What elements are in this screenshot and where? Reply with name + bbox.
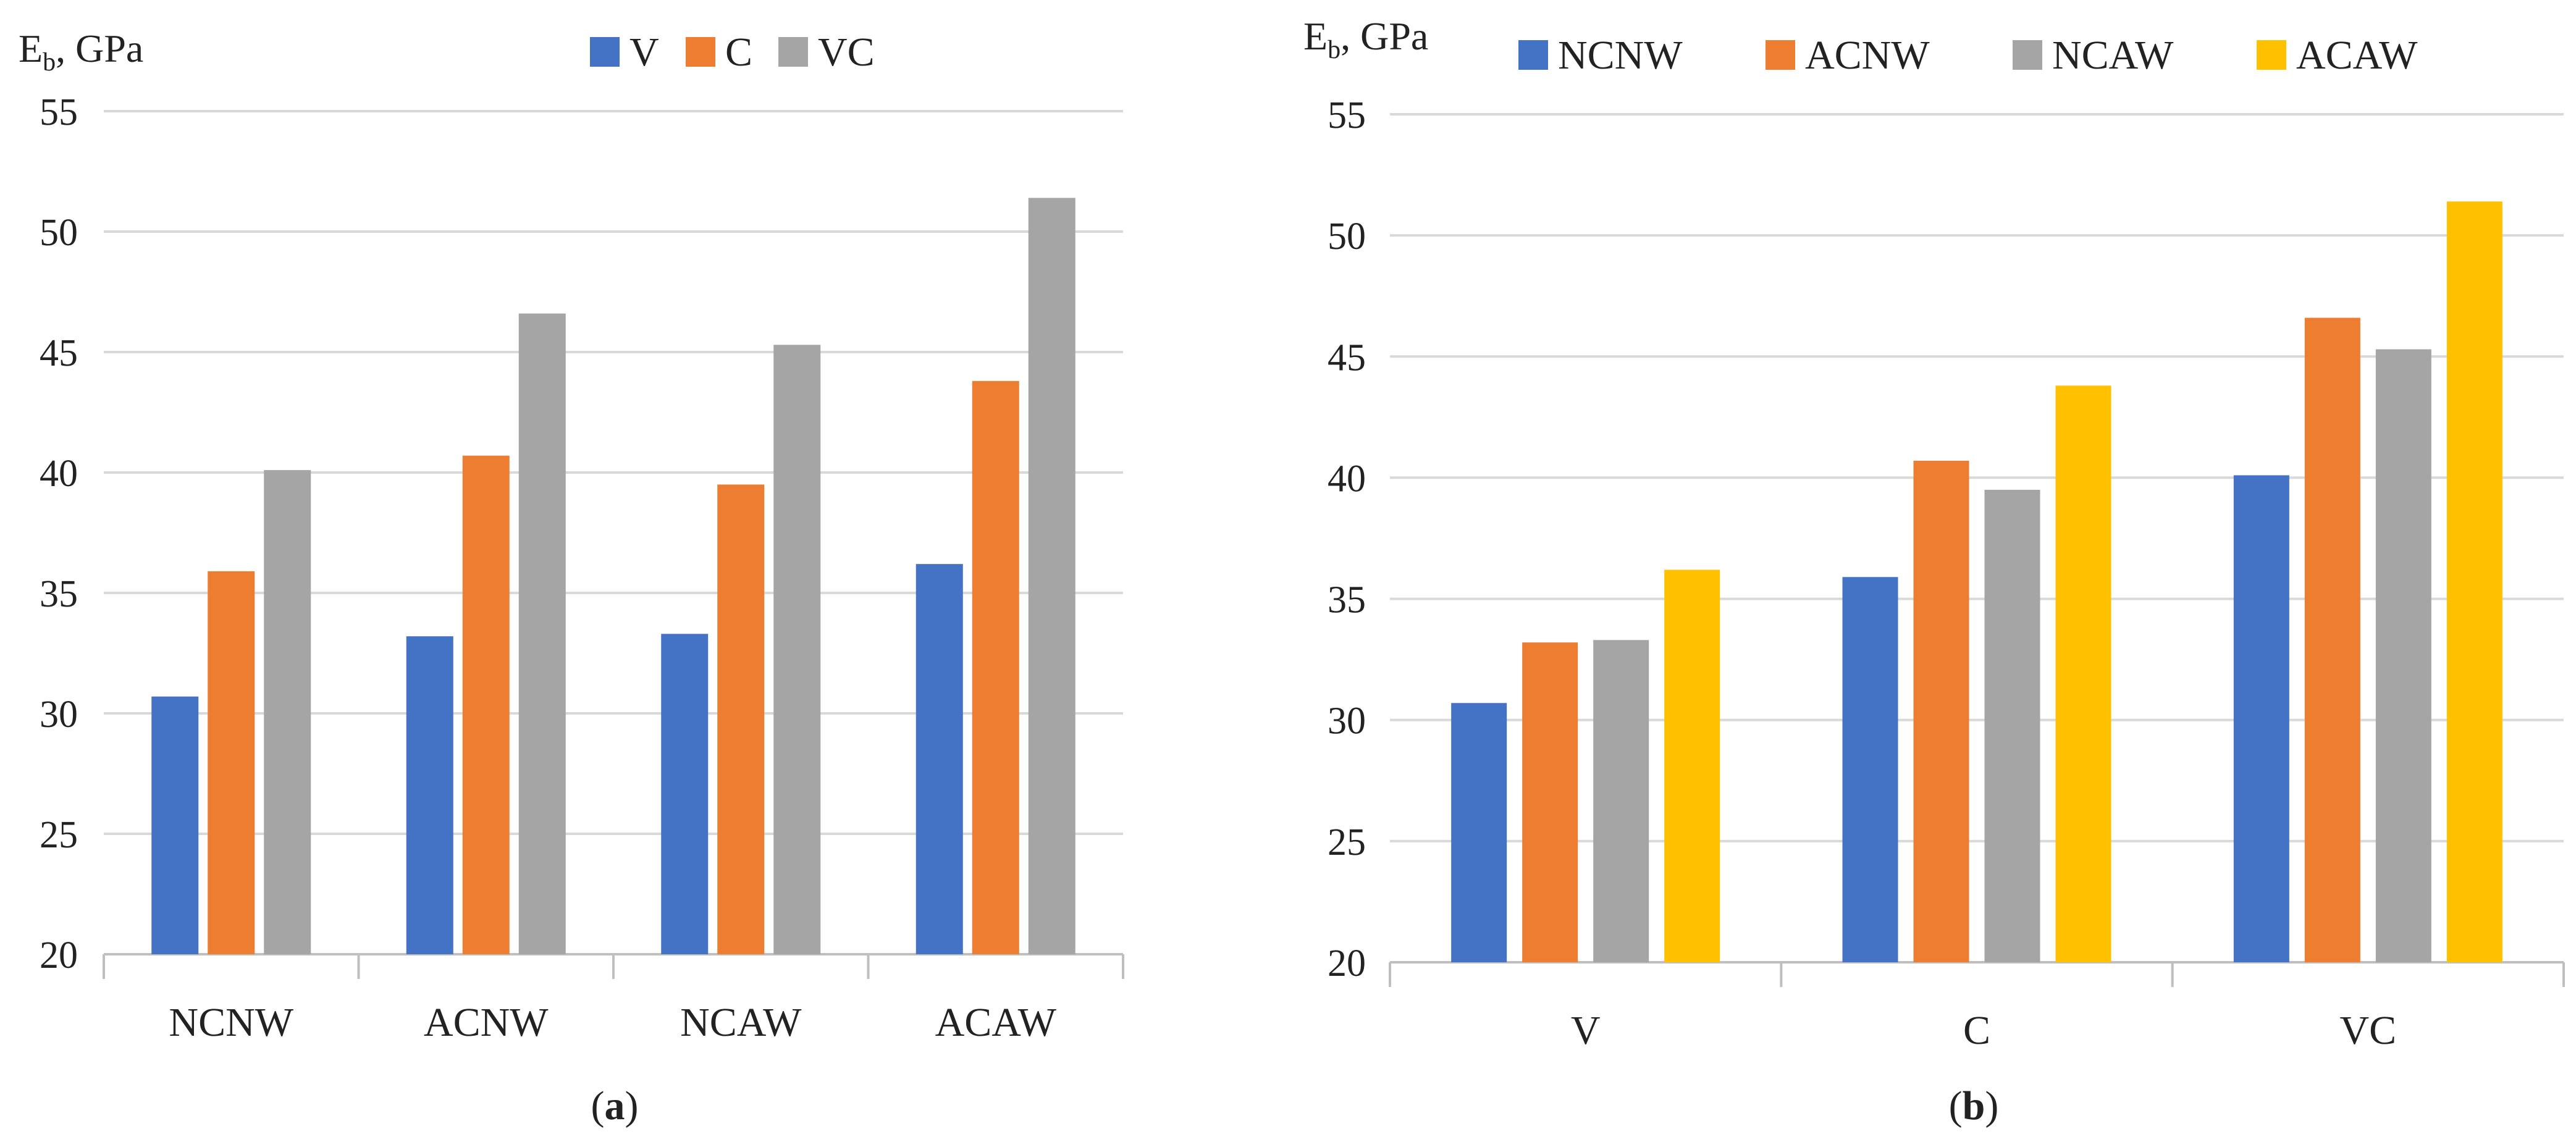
y-axis-label: Eb, GPa xyxy=(1303,14,1428,64)
bar-c-acaw xyxy=(972,380,1019,954)
y-axis-label: Eb, GPa xyxy=(19,27,143,77)
bar-v-ncnw xyxy=(151,696,199,954)
legend-swatch xyxy=(2257,40,2286,70)
legend-swatch xyxy=(686,37,715,67)
y-tick-label: 25 xyxy=(1328,821,1366,863)
bar-acnw-c xyxy=(1913,460,1969,962)
legend-label: NCAW xyxy=(2052,33,2174,78)
legend-label: NCNW xyxy=(1558,33,1683,78)
y-tick-label: 25 xyxy=(40,814,78,856)
x-category-label: V xyxy=(1571,1008,1601,1053)
legend-swatch xyxy=(778,37,808,67)
bar-vc-acaw xyxy=(1028,198,1075,954)
legend-label: C xyxy=(725,30,752,75)
bar-acnw-v xyxy=(1522,642,1578,962)
bar-vc-acnw xyxy=(518,313,566,955)
y-tick-label: 50 xyxy=(40,212,78,254)
panel-label: (a) xyxy=(591,1083,639,1128)
x-category-label: ACNW xyxy=(424,1000,549,1045)
bar-ncnw-v xyxy=(1451,703,1507,962)
y-tick-label: 55 xyxy=(1328,94,1366,136)
legend-swatch xyxy=(2013,40,2042,70)
y-tick-label: 30 xyxy=(1328,700,1366,742)
bar-vc-ncaw xyxy=(773,345,821,954)
legend-item-v: V xyxy=(590,30,659,75)
legend-swatch xyxy=(1766,40,1795,70)
legend-label: ACNW xyxy=(1805,33,1930,78)
bar-ncnw-vc xyxy=(2233,475,2289,962)
panel-label: (b) xyxy=(1949,1083,1999,1128)
x-category-label: NCAW xyxy=(680,1000,802,1045)
legend-item-ncaw: NCAW xyxy=(2013,33,2174,78)
y-tick-label: 40 xyxy=(1328,458,1366,500)
bar-ncaw-vc xyxy=(2375,349,2431,962)
x-category-label: ACAW xyxy=(935,1000,1057,1045)
chart-a: 20 25 30 35 40 45 50 55 NCNW ACNW NCAW ACAW Eb, GPa V… xyxy=(19,27,1124,1128)
bar-v-acaw xyxy=(915,564,963,954)
legend-item-ncnw: NCNW xyxy=(1518,33,1683,78)
bar-v-acnw xyxy=(406,636,453,954)
y-tick-label: 45 xyxy=(40,332,78,374)
x-category-label: C xyxy=(1963,1008,1990,1053)
bar-acnw-vc xyxy=(2304,317,2360,962)
y-tick-label: 55 xyxy=(40,91,78,133)
x-category-label: VC xyxy=(2339,1008,2396,1053)
y-tick-label: 20 xyxy=(40,934,78,976)
legend-label: ACAW xyxy=(2296,33,2418,78)
legend-swatch xyxy=(590,37,620,67)
legend-swatch xyxy=(1518,40,1548,70)
legend-label: VC xyxy=(818,30,875,75)
bar-acaw-c xyxy=(2055,385,2111,962)
y-tick-label: 45 xyxy=(1328,337,1366,379)
bar-acaw-vc xyxy=(2446,201,2502,962)
y-tick-label: 30 xyxy=(40,694,78,736)
bar-vc-ncnw xyxy=(264,470,311,954)
bar-v-ncaw xyxy=(661,634,709,954)
bar-c-ncaw xyxy=(717,484,765,954)
legend-item-acnw: ACNW xyxy=(1766,33,1930,78)
bar-ncnw-c xyxy=(1842,577,1898,962)
y-tick-label: 40 xyxy=(40,453,78,495)
y-tick-label: 35 xyxy=(40,573,78,615)
bar-c-acnw xyxy=(462,455,510,954)
legend-item-vc: VC xyxy=(778,30,875,75)
legend-item-acaw: ACAW xyxy=(2257,33,2418,78)
bar-c-ncnw xyxy=(208,571,255,954)
x-category-label: NCNW xyxy=(169,1000,293,1045)
y-tick-label: 20 xyxy=(1328,943,1366,985)
legend-item-c: C xyxy=(686,30,752,75)
bar-acaw-v xyxy=(1664,569,1720,962)
bar-ncaw-c xyxy=(1984,490,2040,962)
bar-ncaw-v xyxy=(1593,640,1649,962)
y-tick-label: 35 xyxy=(1328,579,1366,621)
legend-label: V xyxy=(629,30,659,75)
y-tick-label: 50 xyxy=(1328,216,1366,258)
